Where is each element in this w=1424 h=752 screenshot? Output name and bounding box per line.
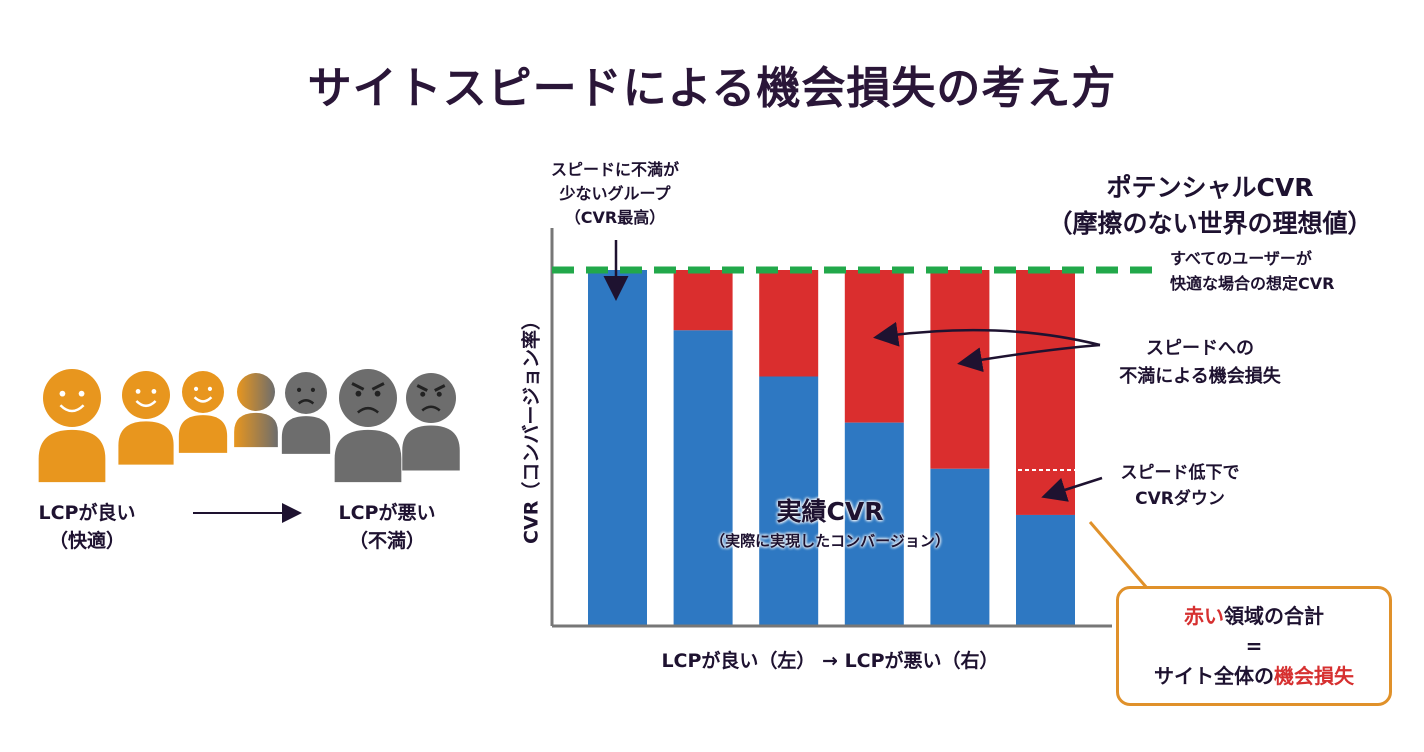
- top-group-note: スピードに不満が 少ないグループ （CVR最高）: [530, 158, 700, 230]
- good-lcp-sub: （快適）: [48, 530, 125, 552]
- note-line: スピード低下で: [1120, 463, 1240, 483]
- actual-cvr-bar: [673, 330, 733, 625]
- note-line: CVRダウン: [1135, 489, 1225, 509]
- callout-red-text: 機会損失: [1274, 664, 1354, 688]
- actual-cvr-sub: （実際に実現したコンバージョン）: [710, 532, 950, 550]
- callout-pointer: [1088, 521, 1190, 590]
- potential-cvr-sub: （摩擦のない世界の理想値）: [1047, 209, 1373, 238]
- y-axis-label: CVR（コンバージョン率）: [520, 311, 543, 544]
- callout-line-1: 赤い領域の合計: [1184, 601, 1324, 631]
- note-line: （CVR最高）: [564, 208, 666, 227]
- loss-arrow-1: [873, 321, 1101, 347]
- good-lcp-label: LCPが良い: [38, 502, 136, 524]
- drop-note: スピード低下で CVRダウン: [1100, 460, 1260, 512]
- actual-cvr-title: 実績CVR: [776, 497, 884, 526]
- loss-segment: [759, 270, 819, 377]
- actual-cvr-bar: [930, 468, 990, 625]
- x-axis-label: LCPが良い（左） → LCPが悪い（右）: [661, 650, 999, 672]
- note-line: 少ないグループ: [559, 184, 671, 203]
- loss-segment: [844, 270, 904, 423]
- loss-segment: [1016, 270, 1075, 515]
- callout-red-text: 赤い: [1184, 604, 1224, 628]
- note-line: すべてのユーザーが: [1170, 249, 1312, 268]
- person-sad-icon: [281, 372, 331, 454]
- person-angry-icon: [334, 369, 402, 483]
- bad-lcp-sub: （不満）: [348, 530, 425, 552]
- callout-text: 領域の合計: [1224, 604, 1324, 628]
- potential-cvr-title: ポテンシャルCVR: [1106, 173, 1314, 202]
- note-line: スピードに不満が: [550, 160, 679, 179]
- bad-lcp-label: LCPが悪い: [338, 502, 436, 524]
- drop-arrow: [1041, 476, 1103, 502]
- person-happy-icon: [38, 369, 106, 483]
- person-angry-icon: [402, 373, 460, 471]
- note-line: スピードへの: [1146, 338, 1254, 359]
- page-title: サイトスピードによる機会損失の考え方: [307, 63, 1117, 114]
- callout-equals: =: [1245, 634, 1263, 658]
- loss-segment: [673, 270, 733, 331]
- loss-arrow-2: [957, 343, 1101, 373]
- loss-segment: [930, 270, 990, 469]
- person-neutral-icon: [234, 373, 278, 448]
- note-line: 不満による機会損失: [1119, 366, 1281, 387]
- actual-cvr-bar: [844, 422, 904, 625]
- actual-cvr-bar: [588, 270, 647, 625]
- callout-text: サイト全体の: [1154, 664, 1274, 688]
- bar-group: [588, 270, 1075, 625]
- loss-note: スピードへの 不満による機会損失: [1080, 335, 1320, 391]
- potential-note: すべてのユーザーが 快適な場合の想定CVR: [1170, 246, 1334, 296]
- note-line: 快適な場合の想定CVR: [1170, 274, 1335, 293]
- actual-cvr-bar: [759, 376, 819, 625]
- loss-summary-callout: 赤い領域の合計 = サイト全体の機会損失: [1116, 586, 1392, 706]
- people-group: [38, 369, 460, 483]
- person-happy-icon: [118, 371, 174, 465]
- person-happy-icon: [178, 371, 228, 453]
- callout-line-3: サイト全体の機会損失: [1154, 661, 1354, 691]
- actual-cvr-bar: [1016, 514, 1075, 625]
